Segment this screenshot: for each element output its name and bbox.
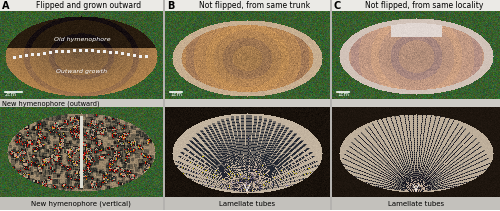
Text: 1cm: 1cm [337, 92, 349, 97]
Text: Lamellate tubes: Lamellate tubes [388, 201, 444, 207]
Text: Old hymenophore: Old hymenophore [54, 38, 110, 42]
Text: Not flipped, from same locality: Not flipped, from same locality [365, 1, 483, 11]
Text: 1cm: 1cm [170, 92, 182, 97]
Text: Outward growth: Outward growth [56, 69, 108, 74]
Text: Lamellate tubes: Lamellate tubes [219, 201, 275, 207]
Text: B: B [167, 1, 174, 11]
Text: Not flipped, from same trunk: Not flipped, from same trunk [200, 1, 310, 11]
Text: A: A [2, 1, 10, 11]
Text: Flipped and grown outward: Flipped and grown outward [36, 1, 142, 11]
Text: New hymenophore (outward): New hymenophore (outward) [2, 101, 100, 107]
Text: New hymenophore (vertical): New hymenophore (vertical) [31, 201, 131, 207]
Text: C: C [334, 1, 341, 11]
Text: 2cm: 2cm [5, 92, 17, 97]
